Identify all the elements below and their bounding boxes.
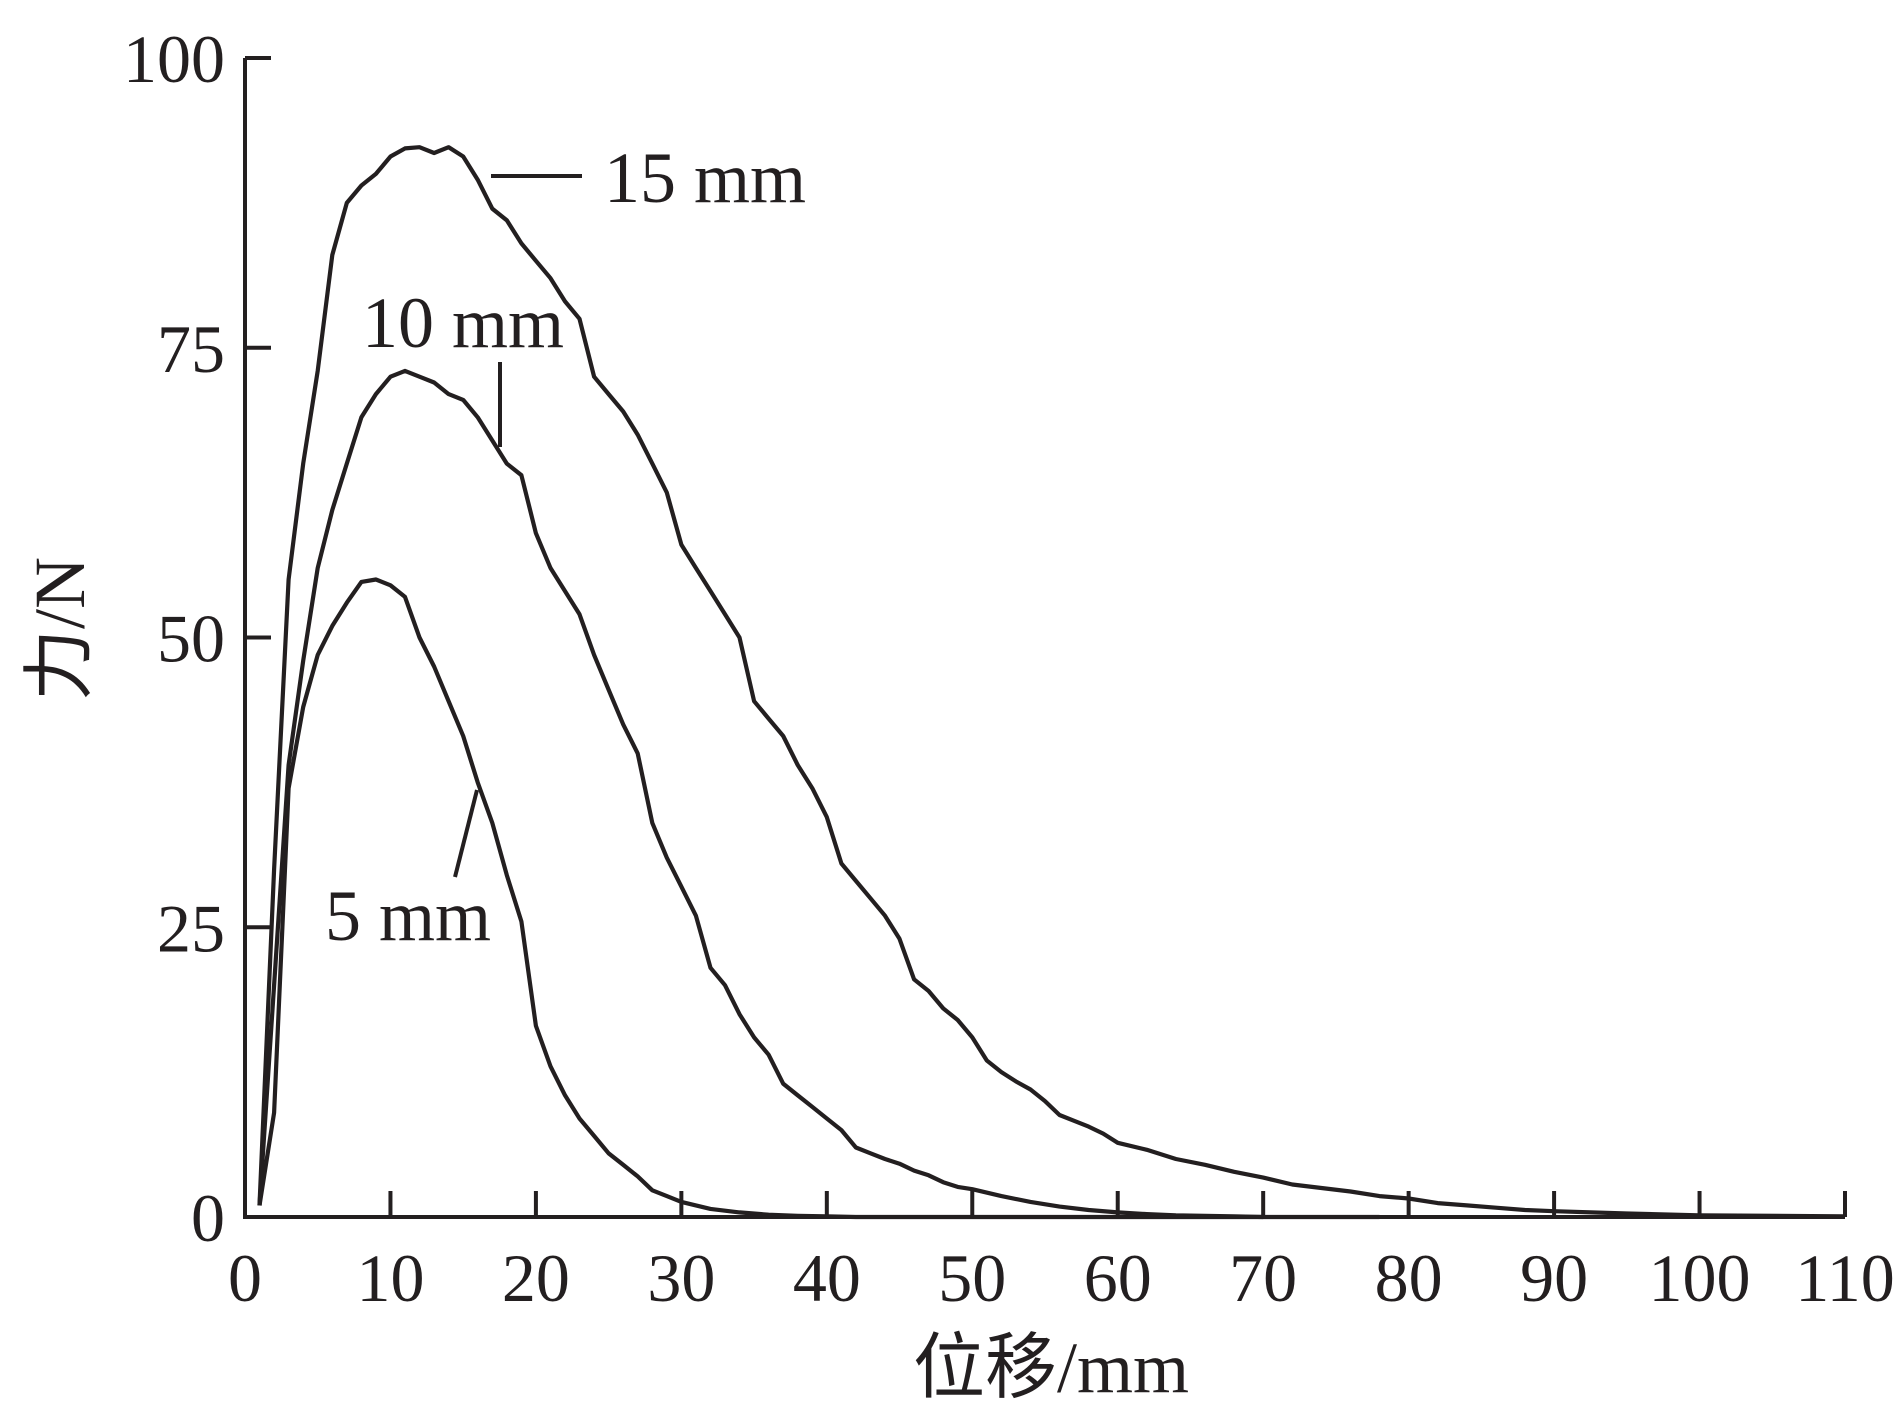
series-line-5mm <box>257 577 1380 1220</box>
series-line-15mm <box>257 145 1846 1219</box>
y-tick-label: 100 <box>123 21 225 97</box>
x-axis-title: 位移/mm <box>913 1328 1189 1407</box>
y-tick-label: 50 <box>157 601 225 677</box>
x-tick-label: 60 <box>1084 1240 1152 1316</box>
x-tick-label: 10 <box>356 1240 424 1316</box>
ticks: 0 25 50 75 100 0 10 20 30 40 50 60 70 80 90 100 110 <box>123 21 1895 1316</box>
annotations: 15 mm 10 mm 5 mm <box>325 138 806 956</box>
y-tick-label: 0 <box>191 1180 225 1256</box>
x-tick-label: 50 <box>938 1240 1006 1316</box>
x-tick-label: 90 <box>1520 1240 1588 1316</box>
y-tick-label: 25 <box>157 890 225 966</box>
y-axis-title: 力/N <box>20 557 100 701</box>
series-layer <box>257 145 1846 1220</box>
x-tick-label: 30 <box>647 1240 715 1316</box>
x-tick-label: 40 <box>793 1240 861 1316</box>
x-tick-label: 20 <box>502 1240 570 1316</box>
leader-line-5mm <box>453 789 479 878</box>
axes <box>243 58 1845 1219</box>
x-tick-label: 80 <box>1375 1240 1443 1316</box>
x-tick-label: 110 <box>1795 1240 1894 1316</box>
x-tick-label: 70 <box>1229 1240 1297 1316</box>
series-label-5mm: 5 mm <box>325 876 491 956</box>
x-tick-label: 100 <box>1649 1240 1751 1316</box>
series-line-10mm <box>257 368 1264 1220</box>
series-label-15mm: 15 mm <box>604 138 806 218</box>
y-tick-label: 75 <box>157 311 225 387</box>
series-label-10mm: 10 mm <box>362 283 564 363</box>
x-tick-label: 0 <box>228 1240 262 1316</box>
